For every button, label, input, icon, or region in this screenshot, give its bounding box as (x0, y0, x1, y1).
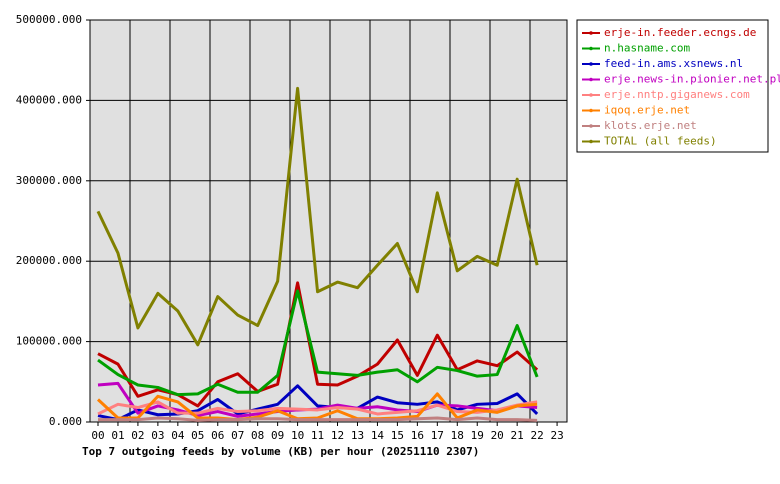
y-tick-label: 100000.000 (16, 335, 82, 348)
x-tick-label: 22 (530, 429, 543, 442)
x-tick-label: 19 (471, 429, 484, 442)
x-tick-label: 18 (451, 429, 464, 442)
legend-label: erje.nntp.giganews.com (604, 88, 750, 101)
x-tick-label: 13 (351, 429, 364, 442)
plot-area (89, 19, 568, 423)
y-tick-label: 400000.000 (16, 93, 82, 106)
legend-dot (589, 31, 593, 35)
legend (576, 19, 769, 153)
x-tick-label: 11 (311, 429, 324, 442)
legend-label: klots.erje.net (604, 119, 697, 132)
y-tick-label: 200000.000 (16, 254, 82, 267)
x-tick-label: 08 (251, 429, 264, 442)
x-tick-label: 00 (91, 429, 104, 442)
x-tick-label: 02 (131, 429, 144, 442)
y-tick-label: 500000.000 (16, 13, 82, 26)
x-tick-label: 20 (491, 429, 504, 442)
y-tick-label: 0.000 (49, 415, 82, 428)
x-tick-label: 05 (191, 429, 204, 442)
legend-label: iqoq.erje.net (604, 104, 690, 117)
x-tick-label: 17 (431, 429, 444, 442)
legend-dot (589, 124, 593, 128)
legend-label: feed-in.ams.xsnews.nl (604, 57, 743, 70)
x-tick-label: 07 (231, 429, 244, 442)
legend-dot (589, 62, 593, 66)
x-tick-label: 16 (411, 429, 424, 442)
x-tick-label: 15 (391, 429, 404, 442)
x-tick-label: 06 (211, 429, 224, 442)
legend-dot (589, 77, 593, 82)
chart-title: Top 7 outgoing feeds by volume (KB) per … (82, 445, 479, 458)
y-tick-label: 300000.000 (16, 174, 82, 187)
legend-dot (589, 139, 593, 144)
legend-dot (589, 46, 593, 51)
x-tick-label: 12 (331, 429, 344, 442)
x-tick-label: 14 (371, 429, 385, 442)
x-tick-label: 23 (550, 429, 563, 442)
series-line (97, 400, 538, 416)
series-line (98, 416, 538, 422)
legend-label: TOTAL (all feeds) (604, 135, 717, 148)
legend-label: erje.news-in.pionier.net.pl (604, 73, 780, 86)
x-tick-label: 10 (291, 429, 304, 442)
legend-dot (589, 93, 593, 97)
x-tick-label: 21 (511, 429, 524, 442)
series-line (96, 392, 538, 422)
legend-label: n.hasname.com (604, 42, 690, 55)
x-tick-label: 03 (151, 429, 164, 442)
legend-dot (589, 108, 593, 113)
series-line (97, 289, 539, 397)
series-line (96, 86, 539, 347)
legend-label: erje-in.feeder.ecngs.de (604, 26, 756, 39)
x-tick-label: 09 (271, 429, 284, 442)
x-tick-label: 01 (111, 429, 124, 442)
x-tick-label: 04 (171, 429, 185, 442)
